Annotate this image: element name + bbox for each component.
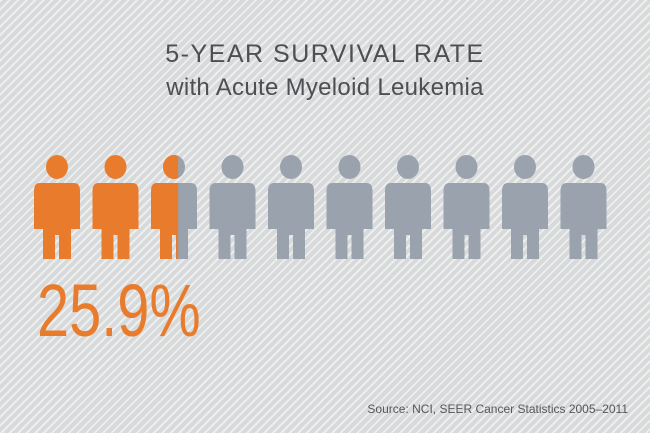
person-icon <box>443 155 490 259</box>
person-icon-filled <box>92 155 139 259</box>
person-icon <box>268 155 314 259</box>
person-icon-empty <box>502 155 548 259</box>
person-icon-empty <box>385 155 431 259</box>
person-icon-partial-fill <box>151 155 179 259</box>
person-icon <box>151 155 197 259</box>
person-icon <box>502 155 548 259</box>
person-icon <box>209 155 256 259</box>
person-icon-empty <box>326 155 373 259</box>
person-icon-empty <box>268 155 314 259</box>
person-icon <box>92 155 139 259</box>
person-icon-filled <box>34 155 80 259</box>
person-icon-empty <box>443 155 490 259</box>
chart-title: 5-YEAR SURVIVAL RATE <box>165 40 485 68</box>
person-icon <box>34 155 80 259</box>
person-icon-empty <box>560 155 607 259</box>
person-icon <box>560 155 607 259</box>
person-icon-row <box>34 155 607 259</box>
person-icon-empty <box>209 155 256 259</box>
chart-subtitle: with Acute Myeloid Leukemia <box>166 74 484 101</box>
person-icon <box>385 155 431 259</box>
survival-percent-label: 25.9% <box>37 269 201 352</box>
person-icon <box>326 155 373 259</box>
source-note: Source: NCI, SEER Cancer Statistics 2005… <box>367 402 628 416</box>
